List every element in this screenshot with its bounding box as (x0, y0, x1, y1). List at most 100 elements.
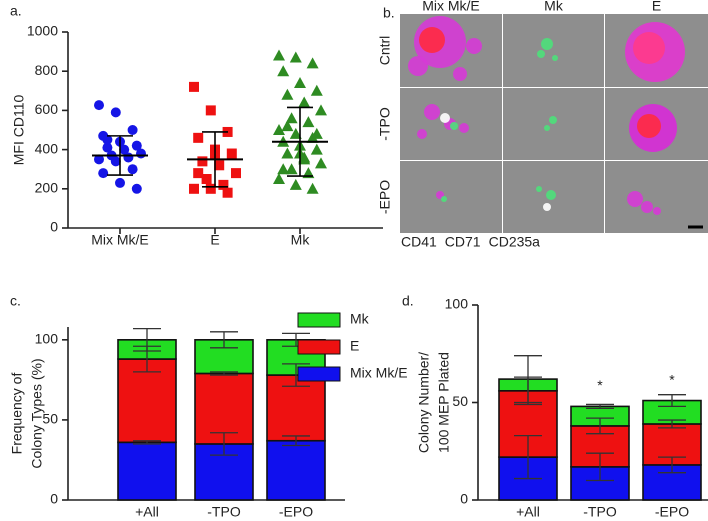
error-bar (658, 419, 686, 429)
micrograph (400, 161, 502, 233)
panel-label: a. (10, 3, 22, 19)
data-point (285, 112, 298, 124)
y-axis-label: Colony Types (%) (29, 358, 45, 468)
x-tick-label: +All (516, 504, 540, 520)
cell-stain (637, 114, 661, 138)
column-label: E (652, 0, 661, 14)
data-point (189, 81, 199, 92)
cell-stain (459, 123, 469, 133)
data-point (94, 154, 104, 165)
panel-label: b. (383, 5, 395, 21)
cell-stain (417, 129, 427, 139)
data-point (205, 183, 216, 194)
x-tick-label: E (210, 232, 219, 248)
sd-bar (287, 106, 313, 177)
micrograph (503, 14, 604, 87)
data-point (119, 144, 130, 155)
legend-swatch (297, 366, 341, 382)
cell-stain (419, 27, 445, 53)
bar-segment (266, 439, 326, 501)
stain-legend: CD71 (445, 234, 481, 250)
y-tick-label: 0 (460, 491, 468, 507)
data-point (214, 160, 225, 171)
data-point (294, 76, 306, 88)
row-label: -TPO (377, 107, 393, 141)
data-point (193, 132, 204, 143)
data-point (102, 134, 113, 145)
data-point (273, 173, 285, 184)
error-bar (658, 456, 686, 474)
data-point (289, 178, 302, 190)
data-point (189, 183, 199, 194)
cell-stain (633, 32, 665, 64)
row-label: Cntrl (377, 36, 393, 66)
data-point (277, 163, 290, 175)
data-point (102, 142, 113, 153)
stain-legend: CD235a (489, 234, 541, 250)
sd-bar (107, 135, 133, 176)
cell-stain (424, 104, 440, 120)
cell-stain (466, 38, 482, 54)
data-point (310, 84, 323, 96)
data-point (298, 153, 311, 165)
bar-segment (117, 358, 177, 444)
data-point (222, 187, 233, 198)
bar-segment (117, 441, 177, 501)
data-point (289, 51, 302, 63)
y-tick-label: 100 (35, 331, 59, 347)
column-label: Mk (544, 0, 564, 14)
cell-stain (653, 207, 661, 215)
x-tick-label: +All (135, 504, 159, 520)
error-bar (586, 452, 614, 482)
data-point (110, 107, 121, 118)
significance-mark: * (669, 371, 675, 387)
data-point (273, 49, 285, 61)
x-tick-label: -TPO (583, 504, 617, 520)
cell-stain (641, 201, 653, 213)
error-bar (514, 435, 542, 480)
data-point (306, 182, 319, 194)
error-bar (586, 417, 614, 435)
micrograph (605, 161, 708, 233)
cell-stain (546, 190, 556, 200)
cell-stain (552, 55, 558, 61)
data-point (94, 100, 104, 111)
data-point (131, 183, 142, 194)
panel-label: c. (10, 293, 21, 309)
legend-label: Mix Mk/E (350, 365, 408, 381)
data-point (281, 147, 294, 159)
y-tick-label: 1000 (27, 23, 58, 39)
y-axis-label: 100 MEP Plated (436, 352, 452, 453)
y-axis-label: Colony Number/ (416, 352, 432, 453)
data-point (302, 116, 315, 128)
row-label: -EPO (377, 180, 393, 214)
cell-stain (627, 191, 643, 207)
cell-stain (549, 116, 557, 124)
cell-stain (408, 56, 428, 76)
error-bar (658, 394, 686, 408)
cell-stain (536, 186, 542, 192)
x-tick-label: -EPO (655, 504, 689, 520)
y-tick-label: 100 (445, 296, 469, 312)
column-label: Mix Mk/E (422, 0, 480, 14)
data-point (285, 163, 298, 175)
data-point (123, 152, 134, 163)
data-point (127, 125, 138, 135)
error-bar (133, 327, 161, 352)
cell-stain (441, 196, 447, 202)
data-point (315, 104, 327, 116)
error-bar (133, 440, 161, 445)
legend-swatch (297, 312, 341, 328)
data-point (110, 156, 121, 167)
y-tick-label: 50 (452, 393, 468, 409)
sd-bar (202, 131, 228, 188)
y-tick-label: 0 (50, 219, 58, 235)
data-point (273, 124, 285, 135)
data-point (193, 168, 204, 179)
cell-stain (453, 67, 467, 81)
data-point (115, 177, 125, 188)
cell-stain (450, 122, 458, 130)
error-bar (514, 355, 542, 404)
data-point (131, 140, 142, 151)
